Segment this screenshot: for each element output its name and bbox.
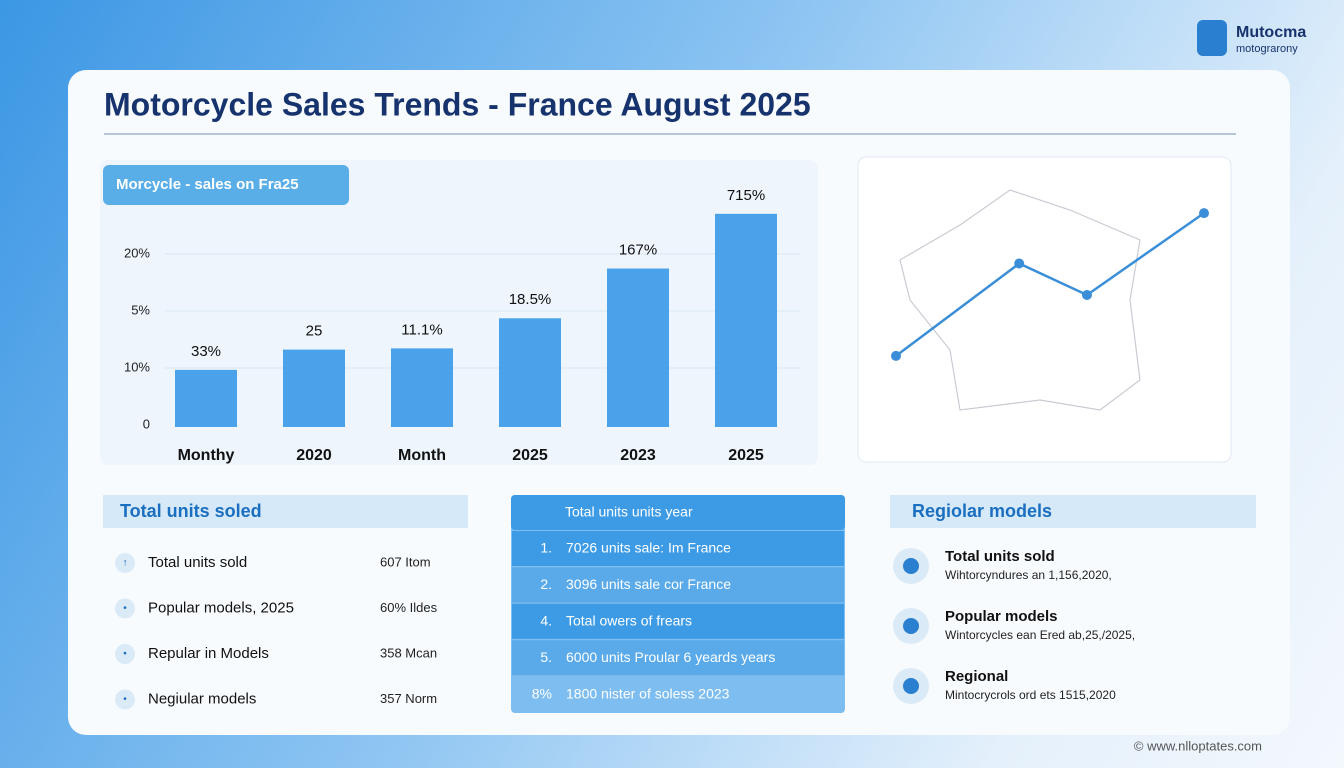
x-tick-label: 2023 xyxy=(620,447,656,464)
row-num: 4. xyxy=(540,613,552,629)
item-name: Repular in Models xyxy=(148,645,269,662)
year-row xyxy=(512,640,844,676)
item-value: 60% Ildes xyxy=(380,600,438,615)
y-tick-label: 20% xyxy=(124,245,150,260)
models-header-bg xyxy=(890,495,1256,528)
models-header: Regiolar models xyxy=(912,501,1052,521)
item-icon-bg xyxy=(115,644,135,664)
map-panel xyxy=(857,156,1232,463)
year-row xyxy=(512,603,844,639)
model-icon-inner xyxy=(903,558,919,574)
bar-label: 18.5% xyxy=(509,291,552,308)
point xyxy=(1014,258,1025,269)
units-header-bg xyxy=(103,495,468,528)
logo-icon xyxy=(1197,20,1227,56)
model-icon-inner xyxy=(903,618,919,634)
logo-tagline: motograrony xyxy=(1236,43,1298,55)
row-num: 1. xyxy=(540,540,552,556)
year-header: Total units units year xyxy=(565,504,693,520)
model-sub: Mintocrycrols ord ets 1515,2020 xyxy=(945,688,1116,702)
x-tick-label: 2025 xyxy=(728,447,764,464)
point xyxy=(891,350,901,361)
item-name: Total units sold xyxy=(148,554,247,571)
footer: © www.nlloptates.com xyxy=(1134,738,1262,753)
item-icon: • xyxy=(123,649,127,660)
row-num: 8% xyxy=(532,685,552,701)
row-num: 5. xyxy=(540,649,552,665)
model-sub: Wintorcycles ean Ered ab,25,/2025, xyxy=(945,628,1135,642)
y-tick-label: 5% xyxy=(131,302,150,317)
year-row xyxy=(512,567,844,603)
x-tick-label: Monthy xyxy=(178,447,235,464)
logo-name: Mutocma xyxy=(1236,24,1306,41)
model-title: Popular models xyxy=(945,608,1058,625)
item-icon: ↑ xyxy=(123,558,128,569)
units-header: Total units soled xyxy=(120,501,262,521)
line xyxy=(895,212,1205,357)
item-icon-bg xyxy=(115,553,135,573)
bar xyxy=(715,213,777,427)
row-text: Total owers of frears xyxy=(566,613,692,629)
bar-label: 33% xyxy=(191,343,221,360)
item-icon: • xyxy=(123,694,127,705)
item-icon-bg xyxy=(115,598,135,619)
item-name: Negiular models xyxy=(148,690,256,707)
bar xyxy=(283,349,345,427)
bar-label: 11.1% xyxy=(401,321,442,338)
y-tick-label: 10% xyxy=(124,359,150,374)
row-num: 2. xyxy=(540,576,552,592)
x-tick-label: 2020 xyxy=(296,447,332,464)
year-header-bg xyxy=(511,495,845,530)
point xyxy=(1081,290,1092,300)
model-title: Total units sold xyxy=(945,548,1055,565)
model-title: Regional xyxy=(945,668,1008,685)
row-text: 6000 units Proular 6 yeards years xyxy=(566,649,775,665)
title: Motorcycle Sales Trends - France August … xyxy=(104,86,811,122)
item-value: 607 Itom xyxy=(380,554,431,569)
item-icon-bg xyxy=(115,689,135,710)
bar-label: 715% xyxy=(727,187,765,204)
model-icon-inner xyxy=(903,678,919,694)
point xyxy=(1199,208,1209,219)
x-tick-label: Month xyxy=(398,447,446,464)
x-tick-label: 2025 xyxy=(512,447,548,464)
row-text: 1800 nister of soless 2023 xyxy=(566,685,730,701)
item-value: 357 Norm xyxy=(380,691,437,706)
bar xyxy=(499,318,561,427)
item-value: 358 Mcan xyxy=(380,645,437,660)
item-name: Popular models, 2025 xyxy=(148,599,294,616)
row-text: 3096 units sale cor France xyxy=(566,576,731,592)
bar xyxy=(391,348,453,427)
map-outline xyxy=(899,189,1141,411)
bar xyxy=(175,369,237,427)
year-row xyxy=(512,676,844,712)
item-icon: • xyxy=(123,603,127,614)
row-text: 7026 units sale: Im France xyxy=(566,540,731,556)
bar xyxy=(607,268,669,427)
bar-title: Morcycle - sales on Fra25 xyxy=(116,176,299,193)
year-row xyxy=(512,531,844,566)
model-sub: Wihtorcyndures an 1,156,2020, xyxy=(945,568,1112,582)
bar-label: 25 xyxy=(306,323,323,340)
y-tick-label: 0 xyxy=(143,416,150,431)
bar-label: 167% xyxy=(619,241,657,258)
chip xyxy=(103,165,349,205)
